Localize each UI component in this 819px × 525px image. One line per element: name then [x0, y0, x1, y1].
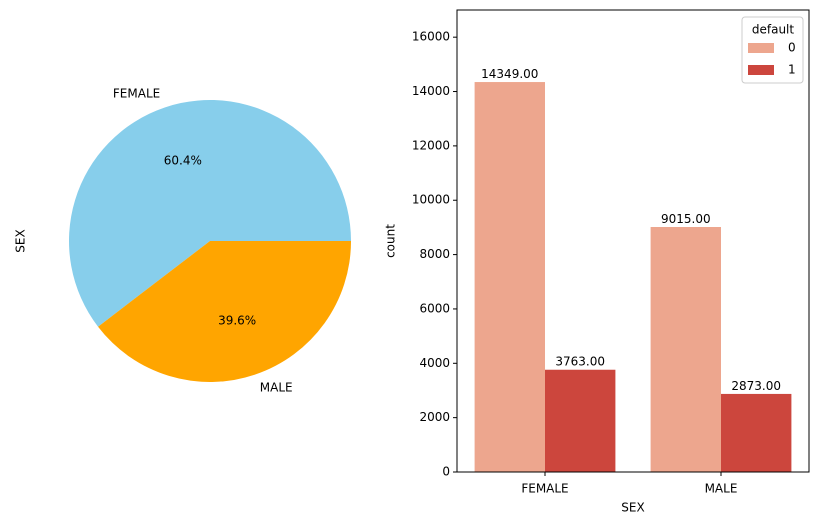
bar-y-axis-label: count [384, 224, 398, 258]
y-tick-label: 6000 [419, 301, 450, 315]
pie-chart: FEMALE 60.4% MALE 39.6% SEX [14, 87, 351, 394]
y-tick-label: 16000 [412, 30, 450, 44]
bar-chart: 14349.00 9015.00 3763.00 2873.00 0 2000 4000 6… [384, 9, 810, 515]
legend: default 0 1 [741, 16, 804, 84]
bar-female-0 [474, 82, 545, 472]
pie-percent-male: 39.6% [218, 314, 256, 328]
legend-title: default [752, 23, 795, 37]
bar-x-axis-label: SEX [621, 501, 644, 515]
pie-slice-female [68, 99, 351, 327]
bar-male-1 [721, 393, 792, 472]
legend-swatch-0 [748, 43, 774, 53]
pie-label-female: FEMALE [113, 87, 160, 101]
bar-value-label: 9015.00 [661, 212, 711, 226]
legend-label-0: 0 [788, 41, 796, 55]
pie-slice-male [98, 241, 351, 382]
legend-label-1: 1 [788, 63, 796, 77]
y-tick-label: 10000 [412, 193, 450, 207]
y-tick-label: 0 [442, 465, 450, 479]
y-tick-label: 14000 [412, 84, 450, 98]
x-tick-label: MALE [705, 482, 738, 496]
y-tick-label: 4000 [419, 356, 450, 370]
bar-value-label: 3763.00 [555, 355, 605, 369]
bar-male-0 [650, 227, 721, 472]
bar-female-1 [545, 369, 616, 472]
pie-label-male: MALE [260, 380, 293, 394]
y-tick-label: 2000 [419, 410, 450, 424]
bar-value-label: 2873.00 [731, 379, 781, 393]
plot-frame [456, 9, 810, 473]
y-tick-label: 8000 [419, 247, 450, 261]
x-tick-label: FEMALE [521, 482, 568, 496]
legend-swatch-1 [748, 65, 774, 75]
y-tick-label: 12000 [412, 138, 450, 152]
pie-percent-female: 60.4% [164, 153, 202, 167]
pie-y-axis-label: SEX [14, 229, 28, 252]
bar-value-label: 14349.00 [481, 67, 538, 81]
